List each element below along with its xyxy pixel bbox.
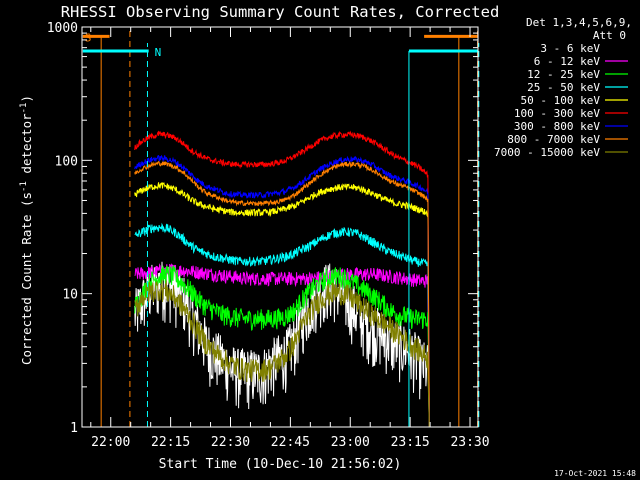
x-axis-label: Start Time (10-Dec-10 21:56:02) [159, 457, 402, 472]
y-axis-label-part: Corrected Count Rate (s [19, 192, 34, 365]
y-axis-label-exponent: -1 [19, 181, 29, 192]
legend-entry-label: 300 - 800 keV [514, 120, 600, 133]
y-axis-label-part: detector [19, 113, 34, 181]
x-tick-label: 22:45 [271, 435, 310, 450]
x-tick-label: 23:15 [391, 435, 430, 450]
plot-frame [81, 26, 479, 428]
legend-entry-label: 25 - 50 keV [527, 81, 600, 94]
series-line-4 [134, 222, 430, 428]
y-tick-label: 10 [62, 288, 78, 303]
y-tick-label: 1 [70, 421, 78, 436]
x-tick-label: 23:00 [331, 435, 370, 450]
legend-entry-label: 800 - 7000 keV [507, 133, 600, 146]
legend-entry-label: 7000 - 15000 keV [494, 146, 600, 159]
y-tick-label: 1000 [47, 21, 78, 36]
legend-entry-label: 12 - 25 keV [527, 68, 600, 81]
legend-entry-label: 50 - 100 keV [521, 94, 601, 107]
series-line-3 [134, 265, 430, 428]
series-line-1 [134, 261, 430, 428]
series-line-8 [134, 160, 430, 428]
legend-entry-label: 100 - 300 keV [514, 107, 600, 120]
marker-n-label: N [155, 46, 162, 59]
legend-header-line: Att 0 [593, 29, 626, 42]
x-tick-label: 23:30 [450, 435, 489, 450]
y-axis-label-exponent: -1 [19, 103, 29, 114]
y-axis-label: Corrected Count Rate (s-1 detector-1) [19, 95, 34, 365]
marker-s-label: S [85, 31, 92, 44]
footer-timestamp: 17-Oct-2021 15:48 [554, 469, 636, 478]
series-line-6 [134, 130, 430, 428]
x-tick-label: 22:30 [211, 435, 250, 450]
series-line-5 [134, 182, 430, 428]
series-line-7 [134, 154, 430, 428]
x-tick-label: 22:00 [91, 435, 130, 450]
y-tick-label: 100 [55, 154, 78, 169]
legend-entry-label: 3 - 6 keV [540, 42, 600, 55]
legend-header-line: Det 1,3,4,5,6,9, [526, 16, 632, 29]
series-line-2 [134, 262, 430, 428]
series-line-9 [134, 279, 430, 428]
legend-entry-label: 6 - 12 keV [534, 55, 601, 68]
chart-title: RHESSI Observing Summary Count Rates, Co… [61, 3, 500, 21]
x-tick-label: 22:15 [151, 435, 190, 450]
y-axis-label-part: ) [19, 95, 34, 103]
